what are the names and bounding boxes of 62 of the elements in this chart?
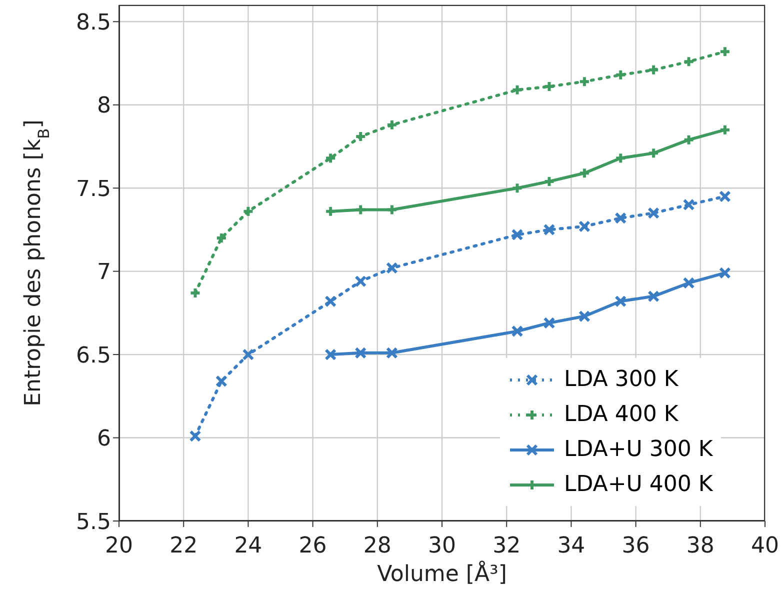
x-tick-label: 40 bbox=[751, 534, 779, 559]
x-axis-title: Volume [Å³] bbox=[377, 560, 507, 587]
x-tick-label: 20 bbox=[105, 534, 133, 559]
legend-label: LDA+U 300 K bbox=[564, 437, 713, 462]
point bbox=[614, 212, 627, 224]
point bbox=[324, 295, 337, 308]
point bbox=[354, 275, 367, 288]
point bbox=[578, 220, 590, 232]
point bbox=[354, 346, 367, 359]
point bbox=[578, 76, 590, 88]
y-tick-label: 8 bbox=[97, 94, 111, 119]
point bbox=[682, 56, 695, 68]
point bbox=[543, 316, 556, 329]
y-tick-label: 6.5 bbox=[76, 343, 111, 368]
y-tick-label: 7 bbox=[97, 260, 111, 286]
point bbox=[511, 182, 524, 194]
x-tick-label: 24 bbox=[234, 534, 262, 559]
point bbox=[511, 228, 524, 241]
y-tick-label: 6 bbox=[97, 426, 111, 452]
point bbox=[614, 68, 627, 81]
point bbox=[215, 375, 228, 388]
x-tick-label: 26 bbox=[298, 534, 327, 559]
x-tick-label: 30 bbox=[428, 534, 456, 559]
point bbox=[386, 118, 398, 131]
point bbox=[189, 430, 202, 442]
legend-label: LDA+U 400 K bbox=[564, 472, 713, 497]
point bbox=[682, 134, 695, 146]
y-tick-label: 7.5 bbox=[76, 176, 111, 202]
x-tick-label: 28 bbox=[363, 534, 392, 559]
point bbox=[354, 204, 367, 216]
point bbox=[648, 64, 660, 76]
point bbox=[578, 310, 590, 322]
point bbox=[543, 224, 556, 236]
y-tick-label: 5.5 bbox=[76, 510, 111, 535]
point bbox=[614, 152, 627, 164]
point bbox=[718, 190, 731, 202]
point bbox=[718, 46, 731, 58]
x-tick-label: 36 bbox=[622, 534, 650, 559]
x-tick-label: 34 bbox=[557, 534, 586, 559]
point bbox=[242, 205, 254, 218]
point bbox=[718, 266, 731, 279]
point bbox=[386, 204, 398, 216]
point bbox=[682, 276, 695, 289]
x-tick-label: 38 bbox=[686, 534, 714, 559]
y-tick-label: 8.5 bbox=[76, 10, 111, 36]
legend-label: LDA 400 K bbox=[564, 402, 678, 427]
point bbox=[648, 290, 660, 302]
x-tick-label: 32 bbox=[492, 534, 521, 559]
legend-label: LDA 300 K bbox=[564, 367, 678, 392]
point bbox=[614, 295, 627, 308]
point bbox=[578, 167, 590, 180]
point bbox=[511, 325, 524, 338]
point bbox=[324, 348, 337, 361]
point bbox=[324, 152, 337, 164]
point bbox=[682, 198, 695, 211]
point bbox=[648, 207, 660, 220]
x-tick-label: 22 bbox=[170, 534, 198, 559]
point bbox=[386, 262, 398, 274]
point bbox=[648, 147, 660, 160]
point bbox=[242, 348, 254, 361]
point bbox=[386, 346, 398, 359]
point bbox=[511, 84, 524, 96]
